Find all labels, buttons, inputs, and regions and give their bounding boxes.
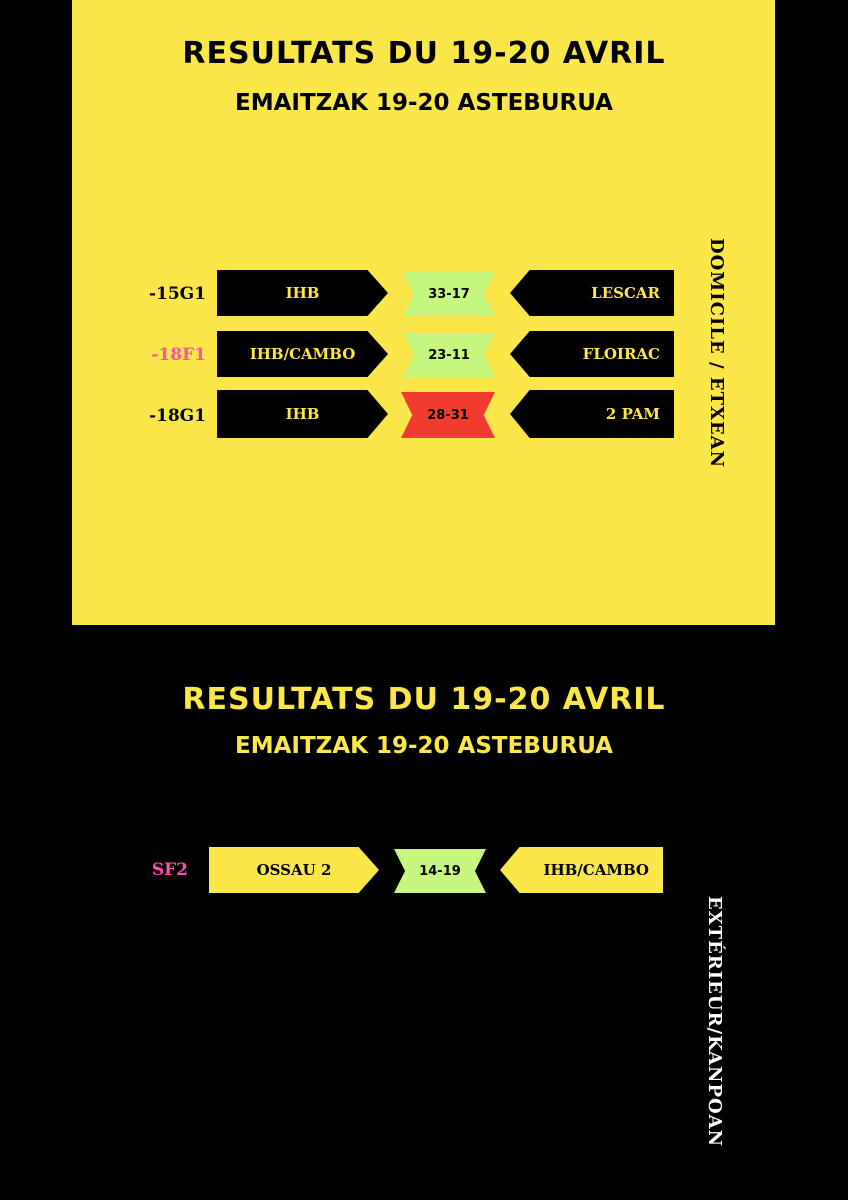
score-badge: 23-11 xyxy=(403,333,495,377)
home-team-tag: IHB xyxy=(217,270,388,316)
category-label: SF2 xyxy=(151,860,188,880)
home-title: RESULTATS DU 19-20 AVRIL xyxy=(182,36,666,71)
category-label: -18F1 xyxy=(151,345,206,365)
score-badge: 14-19 xyxy=(394,849,486,893)
home-subtitle: EMAITZAK 19-20 ASTEBURUA xyxy=(235,90,613,116)
home-team-tag: IHB xyxy=(217,390,388,438)
score-badge: 28-31 xyxy=(401,392,495,438)
away-team-tag: 2 PAM xyxy=(510,390,674,438)
home-side-label: DOMICILE / ETXEAN xyxy=(706,238,727,469)
away-side-label: EXTÉRIEUR/KANPOAN xyxy=(704,896,725,1148)
category-label: -18G1 xyxy=(148,406,206,426)
away-team-tag: IHB/CAMBO xyxy=(500,847,663,893)
away-title: RESULTATS DU 19-20 AVRIL xyxy=(182,682,666,717)
away-team-tag: FLOIRAC xyxy=(510,331,674,377)
away-team-tag: LESCAR xyxy=(510,270,674,316)
category-label: -15G1 xyxy=(148,284,206,304)
home-team-tag: OSSAU 2 xyxy=(209,847,379,893)
home-team-tag: IHB/CAMBO xyxy=(217,331,388,377)
score-badge: 33-17 xyxy=(403,272,495,316)
away-subtitle: EMAITZAK 19-20 ASTEBURUA xyxy=(235,733,613,759)
